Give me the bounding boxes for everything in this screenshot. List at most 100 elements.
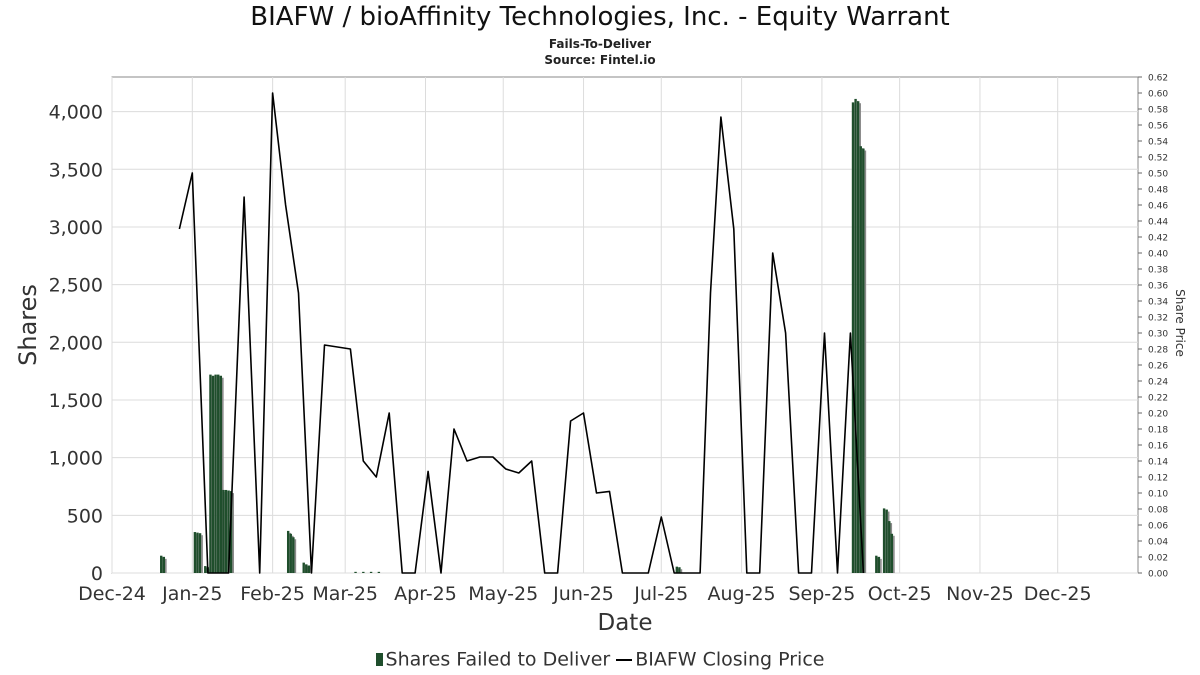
y2-tick-label: 0.54: [1148, 138, 1168, 148]
y2-tick-label: 0.50: [1148, 170, 1168, 180]
ftd-bar: [307, 565, 311, 573]
ftd-bar: [851, 102, 855, 574]
ftd-bar: [856, 101, 860, 573]
y-axis-label: Shares: [14, 284, 42, 366]
ftd-bar: [227, 490, 230, 573]
y2-tick-label: 0.58: [1148, 106, 1168, 116]
ftd-chart: Dec-24 Jan-25 Feb-25 Mar-25 Apr-25 May-25 Jun-…: [14, 74, 1187, 637]
y2-tick-label: 0.28: [1148, 346, 1168, 356]
chart-subtitle: Fails-To-Deliver: [548, 37, 652, 51]
ftd-bar: [204, 566, 207, 573]
ftd-bar: [286, 530, 290, 573]
y2-tick-label: 0.06: [1148, 522, 1168, 532]
y2-tick-label: 0.56: [1148, 122, 1168, 132]
y2-tick-label: 0.14: [1148, 458, 1168, 468]
plot-area: [111, 76, 1139, 574]
y2-tick-label: 0.20: [1148, 410, 1168, 420]
x-tick-label: Mar-25: [312, 583, 378, 605]
y2-tick-label: 0.62: [1148, 74, 1168, 84]
ftd-bar-shadow: [201, 535, 203, 573]
ftd-bar: [369, 571, 373, 573]
ftd-bar: [862, 148, 865, 573]
x-tick-label: Apr-25: [394, 583, 457, 605]
y2-tick-label: 0.48: [1148, 186, 1168, 196]
y2-tick-label: 0.46: [1148, 202, 1168, 212]
y2-tick-label: 0.16: [1148, 442, 1168, 452]
y2-tick-label: 0.00: [1148, 570, 1168, 580]
ftd-bar-shadow: [880, 558, 882, 573]
x-tick-label: Sep-25: [788, 583, 855, 605]
ftd-bar: [292, 537, 295, 573]
ftd-bar: [193, 532, 197, 573]
y-tick-label: 4,000: [49, 102, 103, 124]
x-tick-label: Nov-25: [946, 583, 1014, 605]
ftd-bar: [217, 374, 220, 573]
ftd-bar: [211, 375, 215, 573]
x-tick-label: Feb-25: [240, 583, 305, 605]
ftd-bar: [675, 566, 679, 573]
ftd-bar: [875, 555, 878, 573]
y-tick-label: 0: [91, 563, 103, 585]
y2-tick-label: 0.18: [1148, 426, 1168, 436]
ftd-bar: [882, 508, 886, 573]
y2-tick-label: 0.30: [1148, 330, 1168, 340]
legend-line-swatch: [616, 658, 633, 661]
y-tick-label: 2,000: [49, 332, 103, 354]
y-tick-label: 3,500: [49, 159, 103, 181]
y-tick-label: 1,500: [49, 390, 103, 412]
y-tick-label: 500: [67, 505, 103, 527]
y2-tick-label: 0.32: [1148, 314, 1168, 324]
ftd-bar: [890, 533, 894, 573]
y2-tick-label: 0.22: [1148, 394, 1168, 404]
ftd-bar: [885, 509, 888, 573]
ftd-bar: [377, 571, 381, 573]
ftd-bar: [222, 489, 225, 573]
y-tick-label: 1,000: [49, 448, 103, 470]
y2-tick-label: 0.42: [1148, 234, 1168, 244]
ftd-bar: [854, 98, 857, 573]
y2-tick-label: 0.02: [1148, 554, 1168, 564]
ftd-bar: [305, 564, 308, 573]
ftd-bar: [160, 555, 163, 573]
ftd-bar: [162, 556, 166, 573]
y-tick-label: 2,500: [49, 275, 103, 297]
x-tick-label: Jan-25: [161, 583, 222, 605]
chart-title: BIAFW / bioAffinity Technologies, Inc. -…: [250, 2, 950, 32]
ftd-bar: [362, 571, 365, 573]
y2-tick-label: 0.60: [1148, 90, 1168, 100]
y2-tick-label: 0.12: [1148, 474, 1168, 484]
x-tick-label: Jul-25: [633, 583, 688, 605]
ftd-bar: [859, 146, 862, 574]
ftd-bar: [302, 562, 305, 573]
x-tick-label: Oct-25: [868, 583, 932, 605]
y2-tick-label: 0.36: [1148, 282, 1168, 292]
ftd-bar: [229, 491, 233, 573]
y2-tick-label: 0.04: [1148, 538, 1168, 548]
ftd-bar-shadow: [294, 539, 297, 573]
y2-tick-label: 0.52: [1148, 154, 1168, 164]
ftd-bar: [888, 521, 891, 573]
ftd-bar-shadow: [864, 150, 867, 573]
ftd-bar: [219, 375, 223, 573]
y2-tick-label: 0.44: [1148, 218, 1168, 228]
ftd-bar: [289, 533, 292, 573]
ftd-bar: [354, 571, 357, 573]
x-tick-label: Jun-25: [552, 583, 614, 605]
chart-legend: Shares Failed to Deliver BIAFW Closing Pr…: [0, 648, 1200, 671]
y2-axis-label: Share Price: [1173, 289, 1187, 357]
y2-tick-label: 0.10: [1148, 490, 1168, 500]
chart-source: Source: Fintel.io: [544, 53, 656, 67]
legend-bar-swatch: [375, 653, 383, 666]
ftd-bar: [198, 533, 202, 573]
x-tick-label: Aug-25: [708, 583, 776, 605]
ftd-bar: [224, 489, 228, 573]
y2-tick-label: 0.38: [1148, 266, 1168, 276]
ftd-bar: [678, 567, 681, 573]
x-tick-label: May-25: [468, 583, 538, 605]
y2-tick-label: 0.08: [1148, 506, 1168, 516]
y2-tick-label: 0.24: [1148, 378, 1168, 388]
legend-line-label: BIAFW Closing Price: [635, 648, 825, 671]
ftd-bar: [209, 374, 212, 573]
ftd-bar-shadow: [222, 377, 224, 573]
ftd-bar: [214, 374, 217, 573]
